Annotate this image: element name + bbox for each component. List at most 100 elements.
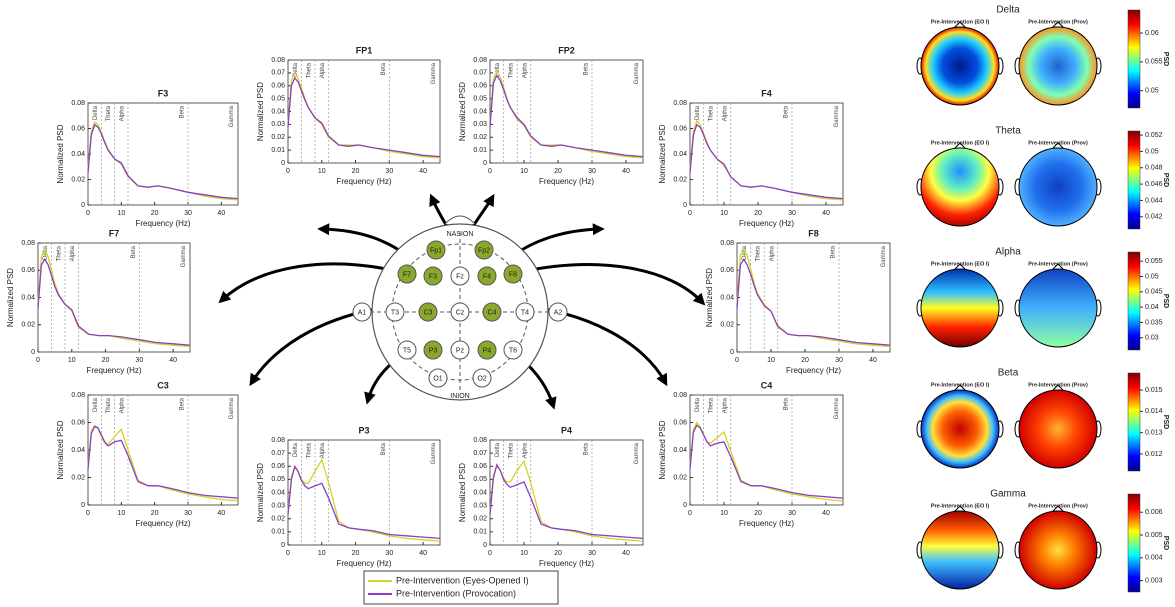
electrode: [503, 340, 523, 360]
electrode-label: Fz: [456, 273, 464, 280]
colorbar-tick-label: 0.055: [1145, 258, 1163, 265]
nose: [1051, 505, 1065, 513]
colorbar-tick-label: 0.06: [1145, 30, 1159, 37]
x-tick-label: 40: [622, 168, 630, 175]
band-label: Delta: [695, 397, 701, 412]
band-label: Beta: [381, 62, 387, 75]
scalp-map: [1018, 26, 1098, 106]
y-tick-label: 0.02: [71, 474, 85, 481]
x-tick-label: 30: [184, 510, 192, 517]
topomap-title: Beta: [998, 368, 1019, 379]
band-label: Gamma: [834, 105, 840, 127]
electrode: [472, 368, 492, 388]
x-axis-label: Frequency (Hz): [739, 519, 794, 528]
psd-line: [489, 70, 644, 159]
x-tick-label: 40: [217, 210, 225, 217]
psd-chart: P4 Frequency (Hz) Normalized PSD 0 0.01 0.02 0…: [458, 425, 644, 568]
y-tick-label: 0.08: [473, 437, 487, 444]
band-label: Theta: [509, 62, 515, 78]
electrode-label: F8: [509, 271, 517, 278]
electrode: [423, 266, 443, 286]
psd-chart: F7 Frequency (Hz) Normalized PSD 0 0.02 0.04 0…: [6, 228, 191, 375]
scalp-map: [920, 26, 1000, 106]
y-tick-label: 0.02: [673, 474, 687, 481]
y-tick-label: 0.08: [71, 100, 85, 107]
band-label: Theta: [307, 62, 313, 78]
y-tick-label: 0.05: [473, 476, 487, 483]
psd-chart: FP1 Frequency (Hz) Normalized PSD 0 0.01 0.02…: [256, 45, 441, 186]
chart-title: C4: [761, 380, 773, 390]
colorbar-tick-label: 0.005: [1145, 532, 1163, 539]
plot-area: [489, 439, 644, 546]
y-tick-label: 0.06: [271, 83, 285, 90]
y-tick-label: 0: [81, 502, 85, 509]
band-label: Delta: [495, 62, 501, 77]
y-tick-label: 0.02: [473, 134, 487, 141]
colorbar-tick-label: 0.044: [1145, 197, 1163, 204]
topomap-title: Alpha: [995, 247, 1021, 258]
band-label: Alpha: [320, 442, 326, 458]
y-axis-label: Normalized PSD: [458, 82, 467, 141]
band-label: Alpha: [522, 442, 528, 458]
x-tick-label: 10: [318, 550, 326, 557]
colorbar: [1127, 9, 1141, 109]
legend-box: [363, 570, 559, 605]
electrode: [418, 302, 438, 322]
band-label: Theta: [57, 245, 63, 261]
electrode-label: F4: [483, 273, 491, 280]
electrode-label: C4: [488, 309, 497, 316]
psd-chart: F8 Frequency (Hz) Normalized PSD 0 0.02 0.04 0…: [705, 228, 891, 375]
psd-line: [736, 258, 891, 346]
topomap-title: Theta: [995, 126, 1021, 137]
psd-line: [87, 425, 239, 499]
y-tick-label: 0.01: [271, 529, 285, 536]
nose: [1051, 263, 1065, 271]
electrode: [474, 240, 494, 260]
band-label: Alpha: [722, 105, 728, 121]
colorbar-label: PSD: [1162, 294, 1169, 308]
x-tick-label: 20: [754, 210, 762, 217]
colorbar-tick-label: 0.055: [1145, 59, 1163, 66]
x-tick-label: 40: [169, 357, 177, 364]
y-axis-label: Normalized PSD: [658, 124, 667, 183]
nose: [953, 142, 967, 150]
colorbar-tick-label: 0.003: [1145, 577, 1163, 584]
x-tick-label: 20: [754, 510, 762, 517]
electrode: [477, 266, 497, 286]
band-label: Beta: [830, 245, 836, 258]
x-tick-label: 20: [352, 550, 360, 557]
band-label: Gamma: [431, 62, 437, 84]
band-label: Beta: [381, 442, 387, 455]
electrode-label: P3: [429, 347, 438, 354]
x-tick-label: 40: [419, 168, 427, 175]
plot-area: [689, 102, 844, 206]
electrode: [352, 302, 372, 322]
electrode-label: Cz: [456, 309, 465, 316]
x-axis-label: Frequency (Hz): [135, 519, 190, 528]
y-tick-label: 0.08: [720, 240, 734, 247]
y-tick-label: 0.01: [473, 529, 487, 536]
y-tick-label: 0.02: [21, 322, 35, 329]
nose: [953, 384, 967, 392]
band-label: Alpha: [722, 397, 728, 413]
x-tick-label: 20: [554, 550, 562, 557]
band-label: Beta: [180, 105, 186, 118]
nose: [953, 505, 967, 513]
colorbar-tick-label: 0.05: [1145, 88, 1159, 95]
x-axis-label: Frequency (Hz): [539, 559, 594, 568]
y-tick-label: 0.02: [673, 176, 687, 183]
colorbar-tick-label: 0.014: [1145, 408, 1163, 415]
chart-title: F7: [109, 228, 120, 238]
electrode-label: A1: [358, 309, 367, 316]
psd-line: [689, 421, 844, 502]
x-tick-label: 30: [385, 168, 393, 175]
psd-chart: P3 Frequency (Hz) Normalized PSD 0 0.01 0.02 0…: [256, 425, 441, 568]
nose: [1051, 384, 1065, 392]
y-tick-label: 0.06: [720, 267, 734, 274]
x-tick-label: 0: [36, 357, 40, 364]
x-axis-label: Frequency (Hz): [135, 219, 190, 228]
electrode: [428, 368, 448, 388]
x-tick-label: 10: [520, 168, 528, 175]
electrode: [397, 264, 417, 284]
band-label: Gamma: [881, 245, 887, 267]
